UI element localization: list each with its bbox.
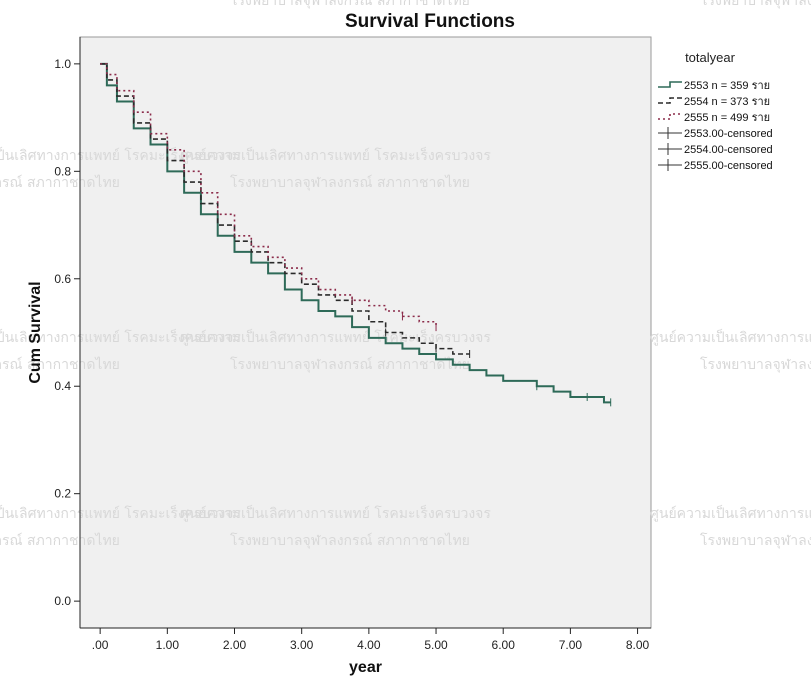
y-tick-label: 0.0 [54, 594, 71, 608]
watermark-text: โรงพยาบาลจุฬาลงกรณ์ สภากาชาดไทย [230, 532, 470, 549]
watermark-text: โรงพยาบาลจุฬาลงกรณ์ สภากาชาดไทย [230, 174, 470, 191]
legend-entry: 2553.00-censored [684, 128, 773, 140]
x-tick-label: 3.00 [290, 638, 314, 652]
x-tick-label: 4.00 [357, 638, 381, 652]
y-tick-label: 1.0 [54, 57, 71, 71]
watermark-text: ศูนย์ความเป็นเลิศทางการแพทย์ โรคมะเร็งคร… [650, 504, 811, 522]
watermark-text: โรงพยาบาลจุฬาลงกรณ์ สภากาชาดไทย [700, 356, 811, 373]
x-tick-label: 7.00 [559, 638, 583, 652]
y-tick-label: 0.8 [54, 164, 71, 178]
legend-entry: 2555.00-censored [684, 160, 773, 172]
chart-title: Survival Functions [345, 11, 515, 32]
watermark-text: โรงพยาบาลจุฬาลงกรณ์ สภากาชาดไทย [230, 0, 470, 9]
x-tick-label: 1.00 [156, 638, 180, 652]
legend-entry: 2554.00-censored [684, 144, 773, 156]
watermark-text: ศูนย์ความเป็นเลิศทางการแพทย์ โรคมะเร็งคร… [0, 328, 241, 346]
legend-swatch [658, 81, 682, 88]
legend-title: totalyear [685, 50, 736, 65]
watermark-text: ศูนย์ความเป็นเลิศทางการแพทย์ โรคมะเร็งคร… [0, 504, 241, 522]
watermark-text: ศูนย์ความเป็นเลิศทางการแพทย์ โรคมะเร็งคร… [0, 146, 241, 164]
series-line-1 [100, 62, 611, 404]
legend-swatch [658, 97, 682, 104]
watermark-text: โรงพยาบาลจุฬาลงกรณ์ สภากาชาดไทย [700, 532, 811, 549]
y-tick-label: 0.4 [54, 379, 71, 393]
legend-entry: 2555 n = 499 ราย [684, 112, 770, 124]
x-tick-label: 8.00 [626, 638, 650, 652]
x-tick-label: 2.00 [223, 638, 247, 652]
watermark-text: โรงพยาบาลจุฬาลงกรณ์ สภากาชาดไทย [0, 174, 120, 191]
legend-swatch [658, 113, 682, 120]
y-tick-label: 0.6 [54, 272, 71, 286]
y-axis-title: Cum Survival [27, 281, 44, 383]
watermark-text: โรงพยาบาลจุฬาลงกรณ์ สภากาชาดไทย [0, 532, 120, 549]
legend-entry: 2553 n = 359 ราย [684, 80, 770, 92]
x-axis-title: year [349, 659, 382, 676]
series-line-3 [100, 63, 437, 328]
x-tick-label: 6.00 [492, 638, 516, 652]
watermark-text: ศูนย์ความเป็นเลิศทางการแพทย์ โรคมะเร็งคร… [180, 328, 491, 346]
x-tick-label: .00 [92, 638, 109, 652]
watermark-text: โรงพยาบาลจุฬาลงกรณ์ สภากาชาดไทย [700, 0, 811, 9]
watermark-text: ศูนย์ความเป็นเลิศทางการแพทย์ โรคมะเร็งคร… [180, 504, 491, 522]
x-tick-label: 5.00 [424, 638, 448, 652]
watermark-text: โรงพยาบาลจุฬาลงกรณ์ สภากาชาดไทย [0, 356, 120, 373]
legend-entry: 2554 n = 373 ราย [684, 96, 770, 108]
plot-area [79, 36, 652, 629]
y-tick-label: 0.2 [54, 487, 71, 501]
watermark-text: ศูนย์ความเป็นเลิศทางการแพทย์ โรคมะเร็งคร… [650, 328, 811, 346]
watermark-text: ศูนย์ความเป็นเลิศทางการแพทย์ โรคมะเร็งคร… [180, 146, 491, 164]
watermark-text: โรงพยาบาลจุฬาลงกรณ์ สภากาชาดไทย [230, 356, 470, 373]
legend: totalyear 2553 n = 359 ราย 2554 n = 373 รา… [658, 50, 773, 172]
